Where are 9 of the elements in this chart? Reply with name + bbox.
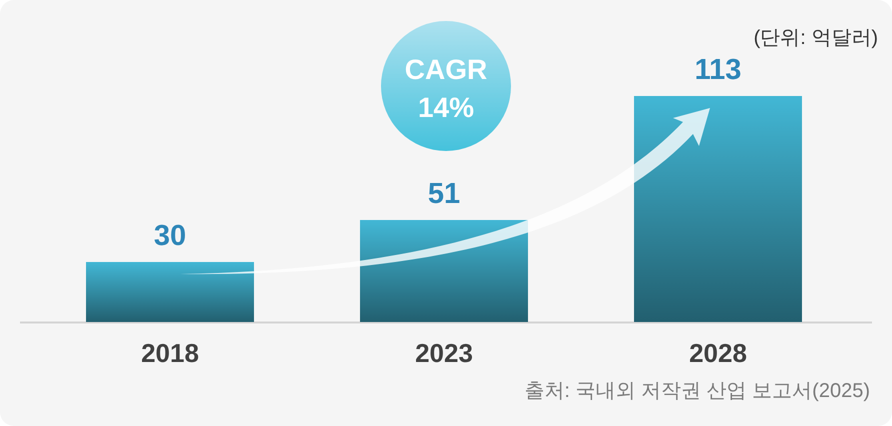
source-note: 출처: 국내외 저작권 산업 보고서(2025) [524,380,870,402]
annotation: CAGR 14% [404,54,488,123]
data-label: 30 [154,220,186,252]
data-label: 51 [428,178,460,210]
data-label: 113 [694,54,742,86]
x-tick-label: 2018 [141,338,199,368]
text: (단위: 억달러) [754,27,878,49]
x-tick-label: 2023 [415,338,473,368]
x-tick-label: 2028 [689,338,747,368]
